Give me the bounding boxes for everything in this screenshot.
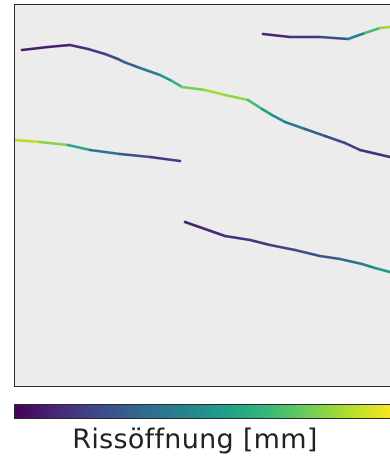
crack-line-2 xyxy=(261,25,390,41)
crack-segment xyxy=(180,85,207,92)
crack-segment xyxy=(122,60,142,70)
crack-segment xyxy=(38,140,70,147)
crack-segment xyxy=(66,143,92,152)
crack-segment xyxy=(248,238,272,247)
crack-segment xyxy=(343,141,362,152)
crack-segment xyxy=(360,262,377,270)
crack-segment xyxy=(318,35,350,41)
crack-line-3 xyxy=(15,138,182,163)
crack-segment xyxy=(338,257,364,266)
crack-segment xyxy=(283,120,307,131)
colorbar-label: Rissöffnung [mm] xyxy=(72,424,318,455)
crack-segment xyxy=(46,43,72,49)
crack-segment xyxy=(103,52,120,61)
crack-segment xyxy=(293,248,322,258)
crack-segment xyxy=(203,227,227,238)
crack-segment xyxy=(15,138,42,144)
crack-segment xyxy=(323,134,347,145)
crack-segment xyxy=(268,243,297,252)
crack-segment xyxy=(138,66,162,77)
crack-segment xyxy=(158,73,174,83)
crack-segment xyxy=(20,45,50,52)
crack-segment xyxy=(318,254,342,261)
crack-segment xyxy=(68,43,90,51)
crack-segment xyxy=(303,127,327,138)
crack-segment xyxy=(223,93,250,102)
crack-segment xyxy=(88,148,122,156)
crack-segment xyxy=(183,220,207,231)
crack-segment xyxy=(148,155,182,163)
crack-line-1 xyxy=(20,43,390,159)
plot-area xyxy=(14,4,390,387)
crack-segment xyxy=(261,32,292,39)
crack-segment xyxy=(246,98,264,111)
crack-segment xyxy=(358,148,390,159)
crack-segment xyxy=(346,31,367,41)
crack-segment xyxy=(86,47,107,56)
crack-segment xyxy=(270,113,287,124)
crack-segment xyxy=(363,26,382,35)
crack-line-4 xyxy=(183,220,390,274)
colorbar xyxy=(14,404,390,419)
crack-segment xyxy=(378,25,390,30)
crack-segment xyxy=(223,234,252,242)
crack-segment xyxy=(203,88,227,97)
crack-segment xyxy=(260,107,274,117)
crack-segment xyxy=(118,152,152,159)
crack-segment xyxy=(373,266,390,274)
crack-segment xyxy=(170,79,184,89)
